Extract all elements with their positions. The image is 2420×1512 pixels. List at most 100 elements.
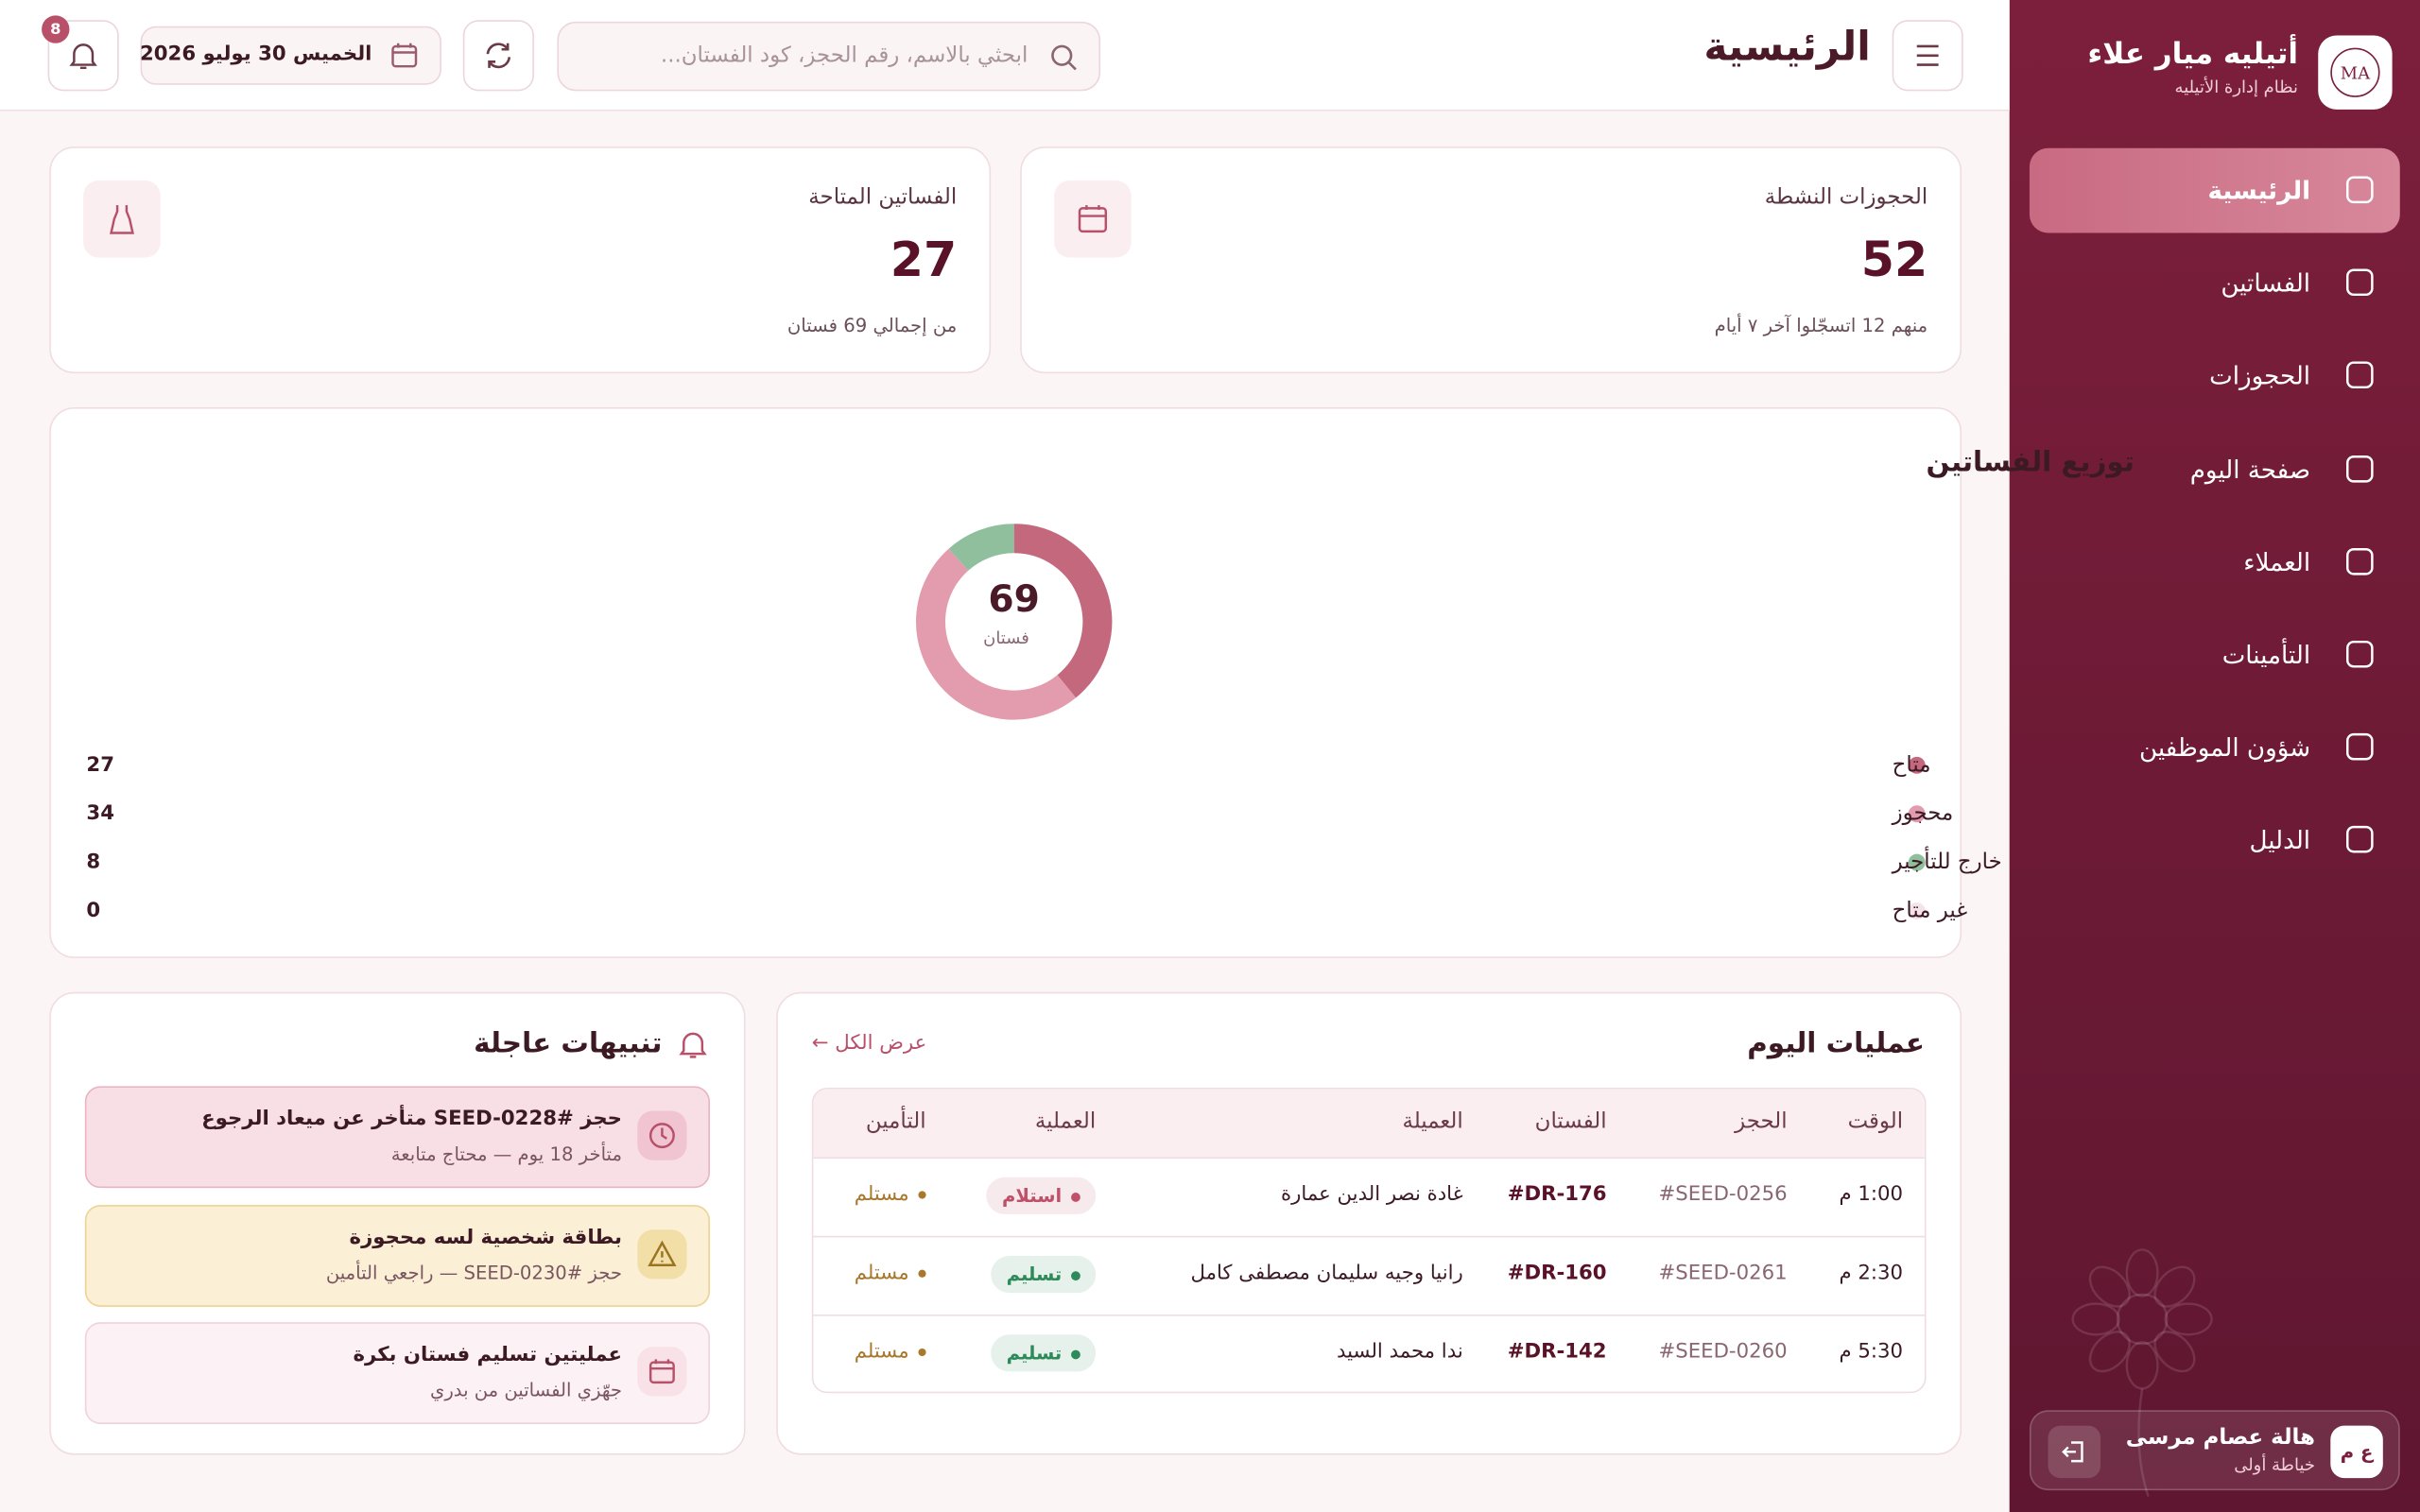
deposit-status: مستلم — [855, 1263, 926, 1285]
nav-icon — [2346, 176, 2374, 204]
alert: بطاقة شخصية لسه محجوزة حجز #SEED-0230 — … — [84, 1205, 711, 1307]
alert-icon — [637, 1110, 687, 1160]
user-role: خياطة أولى — [2234, 1454, 2315, 1475]
legend-swatch — [1908, 805, 1926, 823]
legend-swatch — [1908, 756, 1926, 774]
nav-icon — [2346, 362, 2374, 389]
alert-title: عمليتين تسليم فستان بكرة — [353, 1344, 622, 1367]
donut-segment — [916, 548, 1077, 720]
stat-value: 52 — [1860, 232, 1928, 289]
nav-item[interactable]: الرئيسية — [2029, 147, 2400, 233]
nav-item[interactable]: الفساتين — [2030, 241, 2400, 326]
nav-icon — [2346, 826, 2374, 854]
alerts-title: تنبيهات عاجلة — [474, 1027, 663, 1060]
bell-icon — [679, 1032, 707, 1058]
column-header: الحجز — [1735, 1108, 1788, 1134]
badge-dot — [1071, 1270, 1080, 1280]
nav-item[interactable]: الدليل — [2030, 799, 2400, 884]
cell-dress: #DR-160 — [1507, 1262, 1607, 1285]
stat-note: من إجمالي 69 فستان — [786, 315, 958, 336]
nav-label: الدليل — [2249, 826, 2311, 856]
refresh-button[interactable] — [462, 20, 534, 92]
nav-item[interactable]: صفحة اليوم — [2030, 427, 2400, 512]
nav-item[interactable]: الحجوزات — [2030, 334, 2400, 419]
operation-badge: تسليم — [991, 1255, 1097, 1294]
cell-dress: #DR-142 — [1507, 1340, 1607, 1365]
logo-mark: MA — [2330, 47, 2380, 97]
legend-label: محجوز — [1892, 801, 1954, 826]
cell-client: رانيا وجيه سليمان مصطفى كامل — [1190, 1262, 1463, 1285]
deposit-dot — [918, 1191, 926, 1199]
stat-icon — [1054, 180, 1132, 258]
legend-swatch — [1908, 853, 1926, 871]
calendar-icon — [648, 1359, 675, 1384]
search-icon — [1051, 44, 1077, 71]
chart-title: توزيع الفساتين — [1927, 445, 2135, 477]
menu-button[interactable] — [1892, 20, 1963, 92]
cell-booking: #SEED-0261 — [1658, 1262, 1788, 1285]
stat-label: الفساتين المتاحة — [808, 184, 958, 211]
user-card: ع م هالة عصام مرسى خياطة أولى — [2029, 1410, 2400, 1491]
search-box[interactable]: ابحثي بالاسم، رقم الحجز، كود الفستان... — [557, 21, 1101, 92]
operation-badge: تسليم — [991, 1334, 1097, 1372]
nav-icon-shape — [2346, 268, 2374, 297]
deposit-dot — [918, 1269, 926, 1278]
alert-subtitle: حجز #SEED-0230 — راجعي التأمين — [325, 1262, 622, 1284]
legend-label: غير متاح — [1893, 899, 1968, 923]
operation-label: استلام — [1002, 1184, 1063, 1207]
column-header: العميلة — [1402, 1108, 1463, 1134]
stat-note: منهم 12 اتسجّلوا آخر ٧ أيام — [1714, 315, 1928, 336]
cell-client: ندا محمد السيد — [1336, 1340, 1463, 1365]
deposit-label: مستلم — [854, 1262, 909, 1285]
nav-label: الرئيسية — [2207, 176, 2311, 206]
column-header: العملية — [1034, 1108, 1097, 1134]
nav-icon-shape — [2346, 362, 2374, 389]
decoration — [2071, 1248, 2213, 1498]
operations-table: الوقت الحجز الفستان العميلة العملية التأمين 1:… — [811, 1088, 1927, 1394]
stat-value: 27 — [890, 232, 958, 289]
search-placeholder: ابحثي بالاسم، رقم الحجز، كود الفستان... — [660, 43, 1028, 68]
nav-item[interactable]: التأمينات — [2030, 612, 2400, 697]
menu-icon — [1916, 44, 1939, 66]
refresh-icon — [486, 43, 511, 69]
center-label: فستان — [983, 628, 1029, 648]
nav-icon-shape — [2346, 826, 2374, 854]
warning-icon — [648, 1240, 677, 1266]
notification-badge: 8 — [42, 15, 70, 43]
view-all-link[interactable]: عرض الكل ← — [811, 1032, 927, 1056]
nav-icon-shape — [2346, 733, 2374, 761]
user-name: هالة عصام مرسى — [2125, 1425, 2315, 1451]
nav-icon-shape — [2346, 455, 2374, 482]
deposit-status: مستلم — [855, 1183, 926, 1207]
column-header: التأمين — [865, 1108, 926, 1134]
nav-label: العملاء — [2243, 547, 2311, 577]
nav-icon — [2346, 455, 2374, 482]
nav-icon-shape — [2346, 547, 2374, 576]
cell-time: 5:30 م — [1839, 1340, 1904, 1365]
alert-title: بطاقة شخصية لسه محجوزة — [349, 1226, 622, 1250]
deposit-dot — [918, 1348, 926, 1357]
nav-icon — [2346, 547, 2374, 576]
donut-segment — [948, 524, 1015, 572]
alert-icon — [637, 1347, 687, 1397]
stat-card: الفساتين المتاحة 27 من إجمالي 69 فستان — [49, 146, 992, 374]
nav-item[interactable]: شؤون الموظفين — [2030, 705, 2400, 790]
clock-icon — [648, 1123, 675, 1149]
operation-badge: استلام — [986, 1177, 1097, 1214]
stat-label: الحجوزات النشطة — [1764, 184, 1928, 211]
operations-title: عمليات اليوم — [1747, 1027, 1925, 1060]
center-value: 69 — [988, 578, 1040, 621]
row-divider — [813, 1157, 1925, 1160]
nav-label: التأمينات — [2221, 640, 2311, 670]
header: الرئيسية ابحثي بالاسم، رقم الحجز، كود ال… — [0, 0, 2010, 112]
logo: MA — [2318, 35, 2393, 110]
legend-value: 0 — [86, 899, 100, 922]
calendar-icon — [1078, 205, 1108, 233]
nav-item[interactable]: العملاء — [2030, 520, 2400, 605]
nav-icon — [2346, 268, 2374, 297]
operation-label: تسليم — [1006, 1342, 1063, 1365]
logout-button[interactable] — [2048, 1425, 2101, 1479]
row-divider — [813, 1235, 1925, 1238]
table-body: الوقت الحجز الفستان العميلة العملية التأمين 1:… — [813, 1089, 1925, 1392]
